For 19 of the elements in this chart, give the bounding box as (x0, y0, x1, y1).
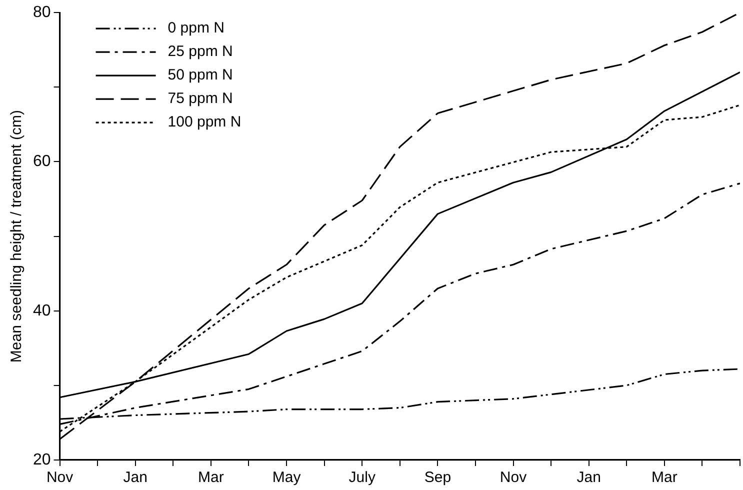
legend-label: 100 ppm N (168, 114, 242, 131)
legend-label: 75 ppm N (168, 90, 233, 108)
y-tick-label: 20 (33, 451, 51, 468)
x-tick-label: Jan (123, 469, 148, 486)
legend-label: 0 ppm N (168, 20, 224, 37)
x-tick-label: July (348, 469, 376, 486)
x-tick-label: May (272, 469, 302, 486)
x-tick-label: Jan (576, 469, 601, 486)
x-tick-label: Sep (424, 469, 452, 486)
x-tick-label: Nov (500, 469, 528, 486)
y-axis-title: Mean seedling height / treatment (cm) (8, 110, 26, 363)
x-tick-label: Mar (652, 469, 678, 486)
y-tick-label: 60 (33, 153, 51, 170)
legend-label: 50 ppm N (168, 66, 233, 84)
x-tick-label: Mar (198, 469, 224, 486)
y-tick-label: 40 (33, 302, 51, 320)
y-tick-label: 80 (33, 4, 51, 22)
x-tick-label: Nov (46, 469, 74, 486)
legend-label: 25 ppm N (168, 43, 233, 60)
